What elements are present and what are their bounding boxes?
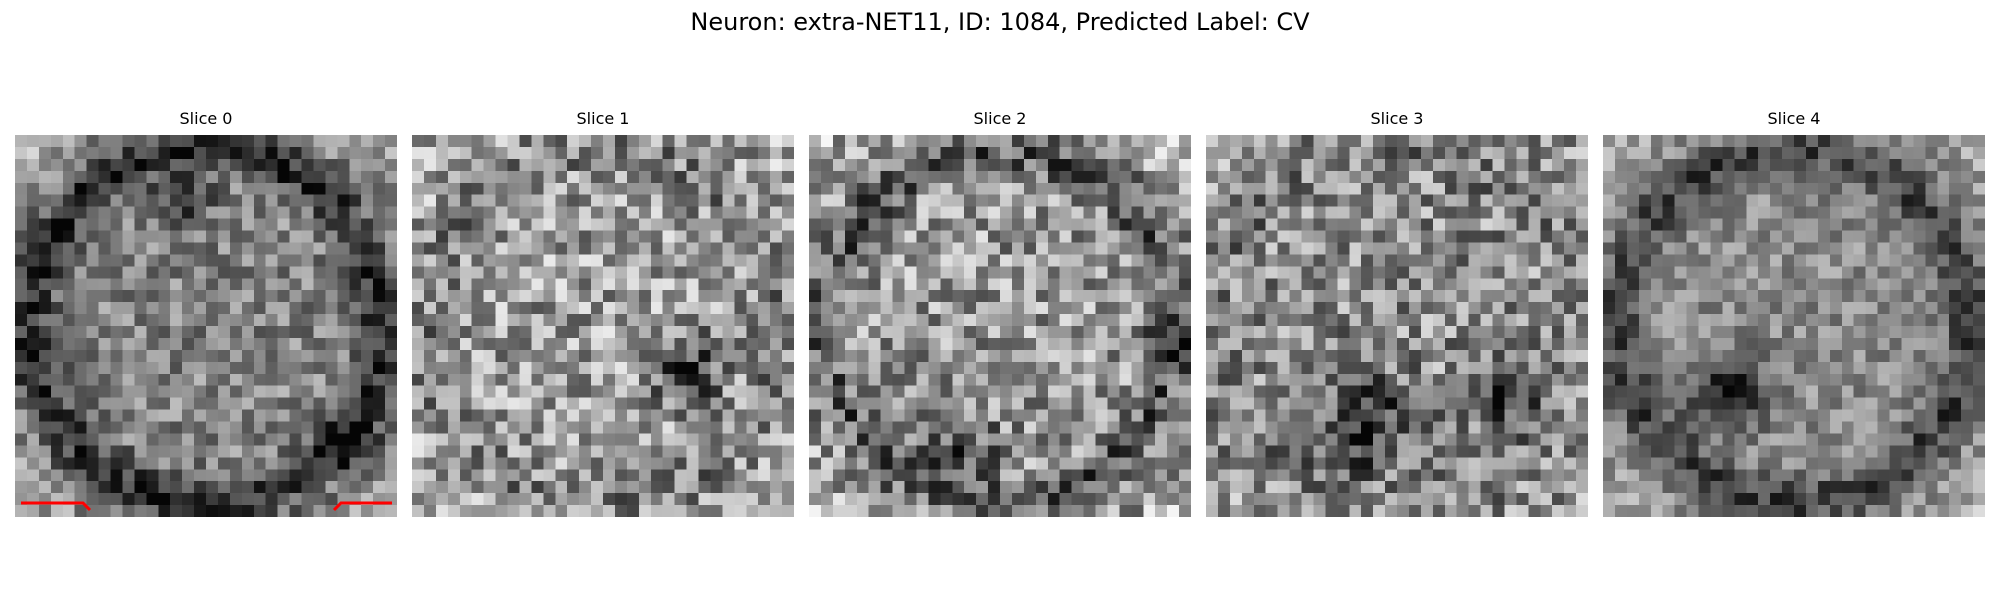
slice-0-image [15,135,397,517]
slice-1-title: Slice 1 [576,109,630,128]
slice-2-title: Slice 2 [973,109,1027,128]
slice-4-image [1603,135,1985,517]
figure-title: Neuron: extra-NET11, ID: 1084, Predicted… [690,8,1310,36]
slice-0-title: Slice 0 [179,109,233,128]
slice-3-title: Slice 3 [1370,109,1424,128]
slice-4-title: Slice 4 [1767,109,1821,128]
slice-2-image [809,135,1191,517]
slice-3-image [1206,135,1588,517]
slice-1-image [412,135,794,517]
